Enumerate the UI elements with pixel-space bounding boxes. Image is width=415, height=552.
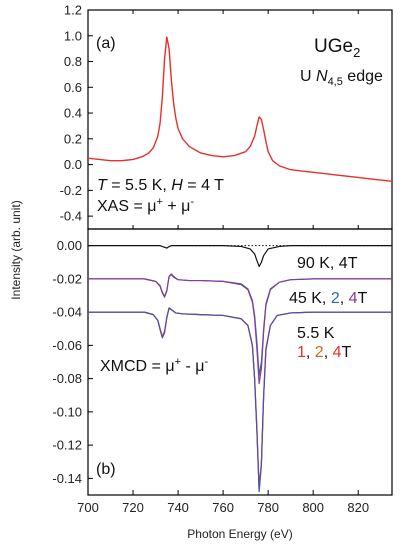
y-tick-label-b: -0.14 bbox=[52, 471, 82, 486]
edge-label: U N4,5 edge bbox=[300, 68, 383, 88]
xas-line bbox=[87, 36, 393, 183]
y-tick-label-a: 1.2 bbox=[64, 3, 82, 18]
panel-b-label: (b) bbox=[96, 461, 116, 478]
y-tick-label-b: -0.12 bbox=[52, 438, 82, 453]
x-tick-label: 700 bbox=[77, 500, 99, 515]
y-tick-label-b: -0.02 bbox=[52, 271, 82, 286]
panel-a-series bbox=[87, 36, 393, 183]
x-tick-label: 760 bbox=[212, 500, 234, 515]
panel-b-ticks: 0.00 -0.02 -0.04 -0.06 -0.08 -0.10 -0.12 -0.14 7… bbox=[52, 238, 369, 515]
x-tick-label: 820 bbox=[347, 500, 369, 515]
y-tick-label-a: -0.4 bbox=[60, 209, 82, 224]
xmcd-formula: XMCD = μ+ - μ- bbox=[100, 356, 208, 375]
conditions-label: T = 5.5 K, H = 4 T bbox=[97, 177, 224, 194]
y-tick-label-a: 1.0 bbox=[64, 28, 82, 43]
y-axis-title: Intensity (arb. unit) bbox=[9, 200, 23, 299]
y-tick-label-a: 0.4 bbox=[64, 106, 82, 121]
material-label: UGe2 bbox=[314, 36, 360, 60]
y-tick-label-a: 0.0 bbox=[64, 157, 82, 172]
panel-a-label: (a) bbox=[96, 35, 116, 52]
y-tick-label-a: -0.2 bbox=[60, 183, 82, 198]
x-tick-label: 800 bbox=[302, 500, 324, 515]
y-tick-label-b: 0.00 bbox=[57, 238, 82, 253]
x-tick-label: 780 bbox=[257, 500, 279, 515]
x-tick-label: 740 bbox=[167, 500, 189, 515]
y-tick-label-a: 0.2 bbox=[64, 131, 82, 146]
y-tick-label-b: -0.08 bbox=[52, 371, 82, 386]
label-55k-fields: 1, 2, 4T bbox=[297, 344, 352, 361]
xmcd-line bbox=[88, 307, 392, 493]
x-axis-title: Photon Energy (eV) bbox=[187, 527, 292, 541]
xmcd-line bbox=[88, 307, 392, 491]
label-55k: 5.5 K bbox=[297, 325, 335, 342]
xmcd-line bbox=[88, 307, 392, 489]
label-90k: 90 K, 4T bbox=[297, 255, 358, 272]
xmcd-line bbox=[88, 245, 392, 268]
xas-formula: XAS = μ+ + μ- bbox=[97, 196, 194, 215]
y-tick-label-a: 0.8 bbox=[64, 54, 82, 69]
y-tick-label-b: -0.04 bbox=[52, 305, 82, 320]
y-tick-label-b: -0.10 bbox=[52, 404, 82, 419]
y-tick-label-b: -0.06 bbox=[52, 338, 82, 353]
y-tick-label-a: 0.6 bbox=[64, 80, 82, 95]
panel-a-ticks: 1.2 1.0 0.8 0.6 0.4 0.2 0.0 -0.2 -0.4 bbox=[60, 3, 359, 229]
xmcd-line bbox=[88, 273, 392, 385]
x-tick-label: 720 bbox=[122, 500, 144, 515]
panel-b-series bbox=[88, 245, 392, 493]
label-45k: 45 K, 2, 4T bbox=[289, 290, 368, 307]
panel-b-frame bbox=[87, 228, 393, 496]
